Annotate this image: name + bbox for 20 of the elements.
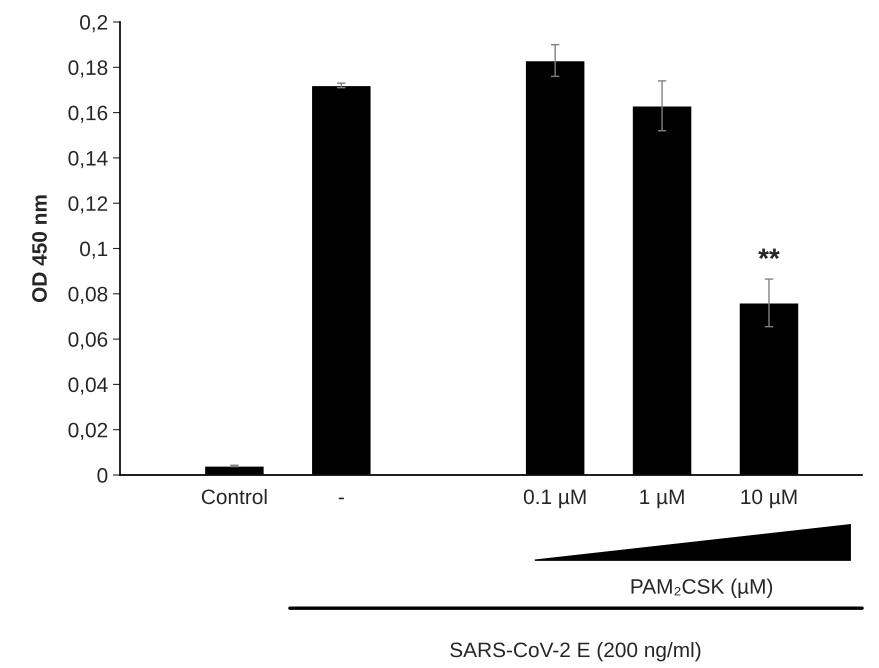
y-tick-label: 0,08 [68, 286, 108, 304]
y-tick-label: 0 [97, 468, 108, 483]
y-axis-title: OD 450 nm [32, 195, 47, 302]
y-tick-label: 0,12 [68, 196, 108, 214]
x-tick-label: - [338, 498, 344, 500]
x-tick-label: 0.1 µM [524, 489, 586, 508]
y-tick-label: 0,04 [68, 377, 108, 395]
x-tick-label: 10 µM [741, 489, 796, 508]
y-tick-label: 0,14 [68, 150, 108, 168]
x-tick-label: Control [202, 488, 267, 504]
y-tick-label: 0,16 [68, 106, 108, 123]
y-tick-label: 0,1 [80, 242, 108, 259]
y-tick-label: 0,02 [68, 422, 108, 440]
y-tick-label: 0,18 [68, 60, 108, 78]
x-tick-label: 1 µM [640, 490, 684, 508]
y-tick-label: 0,06 [68, 332, 108, 350]
text: SARS-CoV-2 E (200 ng/ml) [450, 642, 700, 662]
text: PAM₂CSK (µM) [632, 578, 772, 598]
annotation: ** [758, 248, 780, 259]
y-tick-label: 0,2 [80, 15, 108, 32]
